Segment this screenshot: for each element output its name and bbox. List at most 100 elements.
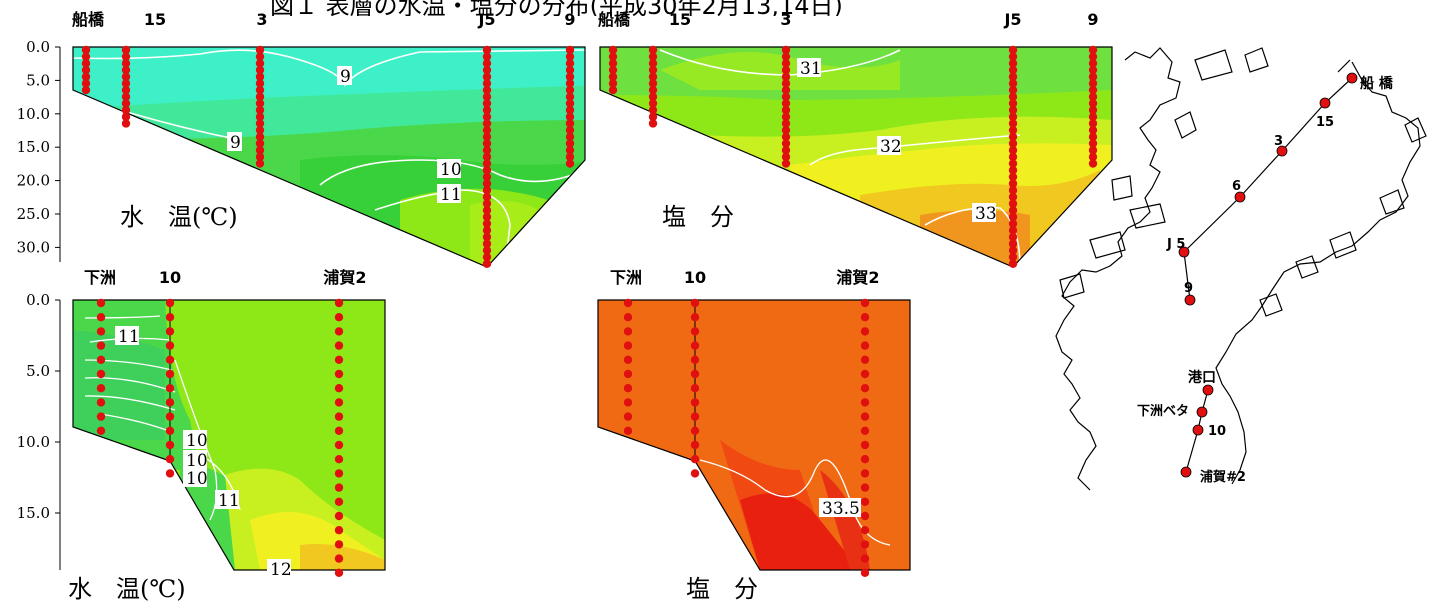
sample-dot (165, 455, 175, 464)
contour-label: 33 (975, 204, 997, 224)
sample-dot (860, 455, 870, 464)
sample-dot (121, 92, 131, 101)
sample-dot (565, 92, 575, 101)
sample-dot (255, 112, 265, 122)
sample-dot (860, 440, 870, 450)
sample-dot (482, 105, 492, 115)
sample-dot (1008, 45, 1018, 55)
contour-label-bg (437, 184, 461, 203)
sample-dot (781, 92, 791, 101)
map-station-label: 船 橋 (1360, 75, 1394, 92)
sample-dot (482, 192, 492, 202)
sample-dot (482, 125, 492, 135)
sample-dot (623, 355, 633, 364)
y-tick-label: 5.0 (26, 362, 50, 380)
sample-dot (1008, 99, 1018, 108)
sample-dot (255, 105, 265, 115)
sample-dot (1088, 112, 1098, 122)
sample-dot (860, 483, 870, 492)
sample-dot (165, 355, 175, 364)
temperature-contours-upper (73, 49, 585, 267)
sample-dot (482, 92, 492, 101)
landfill-block (1129, 203, 1166, 229)
sample-dot (121, 59, 131, 68)
sample-dot (1088, 152, 1098, 162)
landfill-block (1244, 47, 1269, 73)
sample-dot (690, 455, 700, 464)
sample-dot (1088, 119, 1098, 128)
sample-dot (1008, 52, 1018, 61)
sample-dot (1008, 206, 1018, 215)
sample-dot (1088, 52, 1098, 61)
sample-dot (1008, 172, 1018, 182)
sample-dot (860, 554, 870, 563)
sample-dot (608, 79, 618, 88)
sample-dot (96, 369, 106, 379)
sample-dot (1088, 146, 1098, 155)
sample-dot (860, 369, 870, 379)
sample-dot (781, 79, 791, 88)
sample-dot (96, 341, 106, 350)
sample-dot (482, 99, 492, 108)
y-tick-label: 25.0 (17, 205, 50, 223)
station-labels-lower-left: 下洲 10 浦賀2 (84, 268, 367, 287)
map-station-point (1180, 466, 1192, 478)
sample-dot (482, 79, 492, 88)
section-outline-upper-middle (599, 46, 1113, 268)
sample-dot (781, 45, 791, 55)
sample-dot (565, 146, 575, 155)
sample-dot (334, 369, 344, 379)
sample-dot (1088, 105, 1098, 115)
sample-dot (121, 119, 131, 128)
salinity-field-lower (598, 300, 910, 570)
sample-dot (96, 384, 106, 393)
station-label: 9 (564, 10, 575, 29)
station-labels-upper-left: 船橋 15 3 J5 9 (72, 10, 576, 29)
sample-dot (482, 59, 492, 68)
y-ticks-lower: 0.0 5.0 10.0 15.0 (17, 291, 60, 522)
sample-dot (608, 72, 618, 81)
sample-dot (648, 92, 658, 101)
sample-dot (1088, 59, 1098, 68)
contour-label: 10 (186, 469, 208, 489)
sample-dot (565, 59, 575, 68)
sample-dot (1088, 99, 1098, 108)
sample-dot (648, 119, 658, 128)
sample-dot (781, 99, 791, 108)
sample-dot (1008, 166, 1018, 175)
sample-dot (623, 341, 633, 350)
sample-dot (334, 455, 344, 464)
map-station-label: 浦賀#2 (1200, 469, 1246, 485)
sample-dot (482, 139, 492, 148)
landfill-block (1111, 175, 1133, 201)
sample-dot (334, 483, 344, 492)
sample-dot (334, 355, 344, 364)
sample-dot (565, 119, 575, 128)
sample-dot (482, 159, 492, 168)
sample-dot (860, 540, 870, 549)
sample-dot (255, 59, 265, 68)
sample-dot (781, 52, 791, 61)
sample-dot (565, 112, 575, 122)
sample-dot (690, 298, 700, 308)
sample-dot (648, 72, 658, 81)
sample-dot (165, 313, 175, 322)
sample-dot (165, 440, 175, 450)
sample-dot (690, 341, 700, 350)
map-station-label: 6 (1232, 179, 1241, 194)
sample-dot (482, 252, 492, 262)
landfill-block (1089, 231, 1126, 259)
sample-dot (1088, 65, 1098, 75)
sample-dot (121, 65, 131, 75)
sample-dot (648, 45, 658, 55)
sample-dot (1008, 125, 1018, 135)
station-label: 下洲 (84, 268, 116, 287)
sample-dot (165, 341, 175, 350)
sample-dot (1008, 186, 1018, 195)
sample-dot (255, 85, 265, 95)
sample-dot (860, 412, 870, 421)
contour-label: 10 (186, 451, 208, 471)
sample-dot (81, 52, 91, 61)
sample-dots-lower-middle (623, 298, 870, 577)
